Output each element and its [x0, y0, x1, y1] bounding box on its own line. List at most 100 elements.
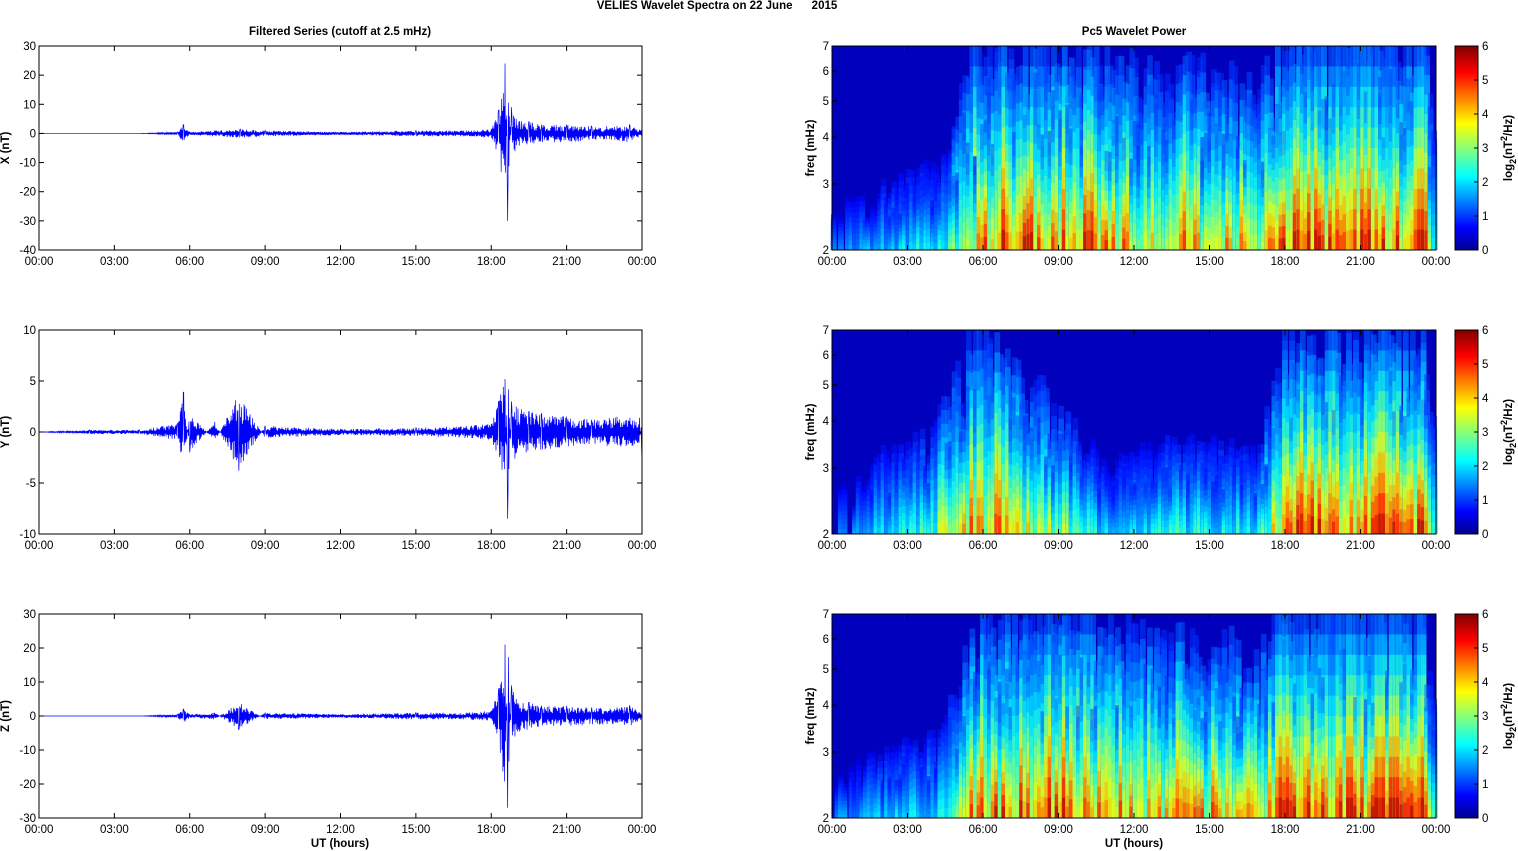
spectrogram-cell [1271, 238, 1278, 250]
timeseries-xtick-label: 03:00 [100, 824, 129, 836]
spectrogram-cell [1090, 230, 1096, 250]
spectrogram-cell [880, 242, 887, 250]
spectrogram-cell [1001, 229, 1008, 250]
spectrogram-cell [1200, 241, 1207, 250]
y-tick-label: 5 [30, 376, 36, 388]
spectrogram-cell [859, 239, 866, 250]
spectrogram-cell [1317, 222, 1324, 250]
spectrogram-cell [1239, 216, 1246, 250]
timeseries-xtick-label: 06:00 [175, 256, 204, 268]
spectrogram-cell [1143, 231, 1150, 250]
spectrogram-cell [1328, 236, 1335, 250]
spectrogram-cell [1264, 230, 1271, 250]
spectrogram-cell [980, 237, 986, 250]
spectrogram-cell [1307, 231, 1313, 250]
spectrogram-cell [1083, 231, 1089, 250]
spectrogram-cell [1406, 232, 1413, 250]
spectrogram-xtick-label: 00:00 [818, 256, 847, 268]
spectrogram-cell [1381, 227, 1388, 250]
spectrogram-cell [1097, 233, 1104, 250]
spectrogram-xtick-label: 06:00 [969, 256, 998, 268]
spectrogram-cell [859, 244, 866, 250]
timeseries-xtick-label: 00:00 [25, 256, 54, 268]
spectrogram-cell [923, 243, 929, 250]
timeseries-xtick-label: 00:00 [628, 824, 657, 836]
freq-axis-label: freq (mHz) [805, 119, 817, 176]
spectrogram-cell [873, 242, 880, 250]
colorbar-tick-label: 0 [1482, 245, 1488, 257]
spectrogram-cell [1225, 225, 1231, 250]
y-tick-label: -40 [19, 245, 36, 257]
spectrogram-cell [1402, 237, 1409, 250]
spectrogram-cell [1076, 229, 1082, 250]
spectrogram-cell [1239, 233, 1246, 250]
spectrogram-cell [1367, 229, 1374, 250]
spectrogram-cell [1360, 229, 1366, 250]
timeseries-xtick-label: 09:00 [251, 540, 280, 552]
spectrogram-xtick-label: 18:00 [1271, 256, 1300, 268]
spectrogram-cell [1079, 239, 1086, 250]
spectrogram-cell [1381, 238, 1388, 250]
spectrogram-cell [937, 245, 944, 250]
spectrogram-cell [1363, 234, 1370, 250]
spectrogram-cell [1335, 229, 1342, 250]
series-line-z [39, 644, 643, 808]
spectrogram-cell [905, 236, 912, 250]
spectrogram-cell [884, 244, 890, 250]
spectrogram-cell [1196, 215, 1203, 250]
right-column-title: Pc5 Wavelet Power [1082, 26, 1187, 38]
spectrogram-cell [1253, 235, 1260, 250]
spectrogram-cell [830, 246, 837, 250]
timeseries-xtick-label: 18:00 [477, 540, 506, 552]
spectrogram-cell [1427, 233, 1434, 250]
spectrogram-cell [845, 244, 851, 250]
spectrogram-cell [901, 245, 908, 250]
spectrogram-cell [1221, 238, 1228, 250]
spectrogram-cell [958, 233, 965, 250]
spectrogram-cell [1196, 232, 1203, 250]
timeseries-plot-area [39, 46, 642, 250]
spectrogram-cell [1008, 232, 1015, 250]
spectrogram-cell [1246, 234, 1253, 250]
spectrogram-cell [880, 235, 887, 250]
series-line-x [39, 63, 643, 221]
spectrogram-cell [1026, 218, 1033, 250]
timeseries-xtick-label: 12:00 [326, 256, 355, 268]
spectrogram-cell [926, 242, 933, 250]
spectrogram-cell [1037, 224, 1043, 250]
y-tick-label: 20 [23, 70, 36, 82]
y-tick-label: -10 [19, 745, 36, 757]
timeseries-xtick-label: 00:00 [25, 824, 54, 836]
spectrogram-cell [944, 231, 951, 250]
freq-tick-label: 5 [823, 96, 829, 108]
y-tick-label: 0 [30, 711, 36, 723]
spectrogram-cell [1136, 239, 1143, 250]
spectrogram-cell [1179, 218, 1185, 250]
freq-tick-label: 2 [823, 245, 829, 257]
spectrogram-cell [1399, 237, 1406, 250]
freq-tick-label: 4 [823, 132, 830, 144]
spectrogram-cell [916, 238, 922, 250]
spectrogram-cell [1040, 238, 1047, 250]
spectrogram-cell [1303, 218, 1310, 250]
spectrogram-cell [1203, 238, 1210, 250]
spectrogram-cell [1118, 232, 1125, 250]
spectrogram-cell [923, 236, 929, 250]
spectrogram-cell [1385, 229, 1391, 250]
spectrogram-cell [933, 243, 940, 250]
spectrogram-cell [866, 246, 873, 250]
spectrogram-cell [1417, 229, 1423, 250]
spectrogram-cell [1413, 229, 1420, 250]
spectrogram-cell [994, 230, 1001, 250]
spectrogram-cell [1232, 231, 1239, 250]
colorbar-tick-label: 6 [1482, 41, 1488, 53]
spectrogram-cell [1246, 218, 1253, 250]
spectrogram-cell [1033, 232, 1040, 250]
spectrogram-xtick-label: 03:00 [893, 256, 922, 268]
series-line-y [38, 378, 643, 519]
spectrogram-cell [1410, 235, 1416, 250]
spectrogram-cell [1289, 229, 1295, 250]
y-tick-label: -10 [19, 529, 36, 541]
spectrogram-cell [1218, 235, 1224, 250]
